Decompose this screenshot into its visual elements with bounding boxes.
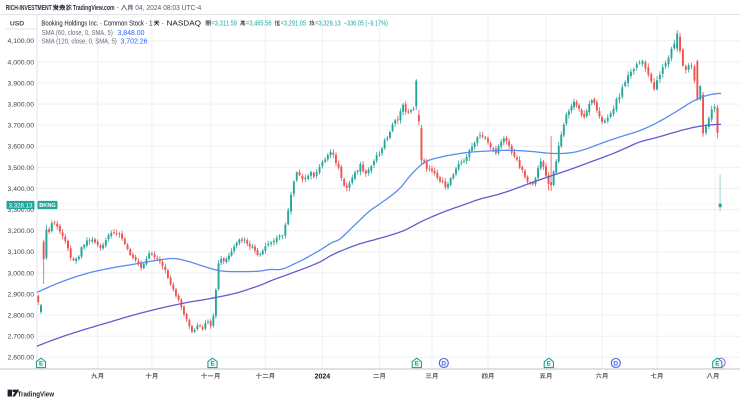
svg-text:−336.05 (−9.17%): −336.05 (−9.17%) xyxy=(344,20,388,27)
svg-text:3,328.13: 3,328.13 xyxy=(9,202,33,209)
svg-text:SMA (120, close, 0, SMA, 5): SMA (120, close, 0, SMA, 5) xyxy=(42,38,117,45)
svg-text:4,100.00: 4,100.00 xyxy=(8,38,35,45)
svg-text:3,500.00: 3,500.00 xyxy=(8,165,35,172)
svg-text:SMA (60, close, 0, SMA, 5): SMA (60, close, 0, SMA, 5) xyxy=(42,30,113,37)
svg-text:RICH-INVESTMENT: RICH-INVESTMENT xyxy=(6,5,53,12)
svg-text:3,100.00: 3,100.00 xyxy=(8,249,35,256)
svg-text:2,600.00: 2,600.00 xyxy=(8,355,35,362)
svg-text:3,848.00: 3,848.00 xyxy=(118,30,145,37)
svg-text:3,600.00: 3,600.00 xyxy=(8,144,35,151)
svg-text:2,900.00: 2,900.00 xyxy=(8,291,35,298)
svg-text:3,400.00: 3,400.00 xyxy=(8,186,35,193)
svg-text:4,000.00: 4,000.00 xyxy=(8,59,35,66)
svg-text:3,800.00: 3,800.00 xyxy=(8,102,35,109)
svg-text:04, 2024 08:03 UTC-4: 04, 2024 08:03 UTC-4 xyxy=(135,5,201,12)
svg-text:3,300.00: 3,300.00 xyxy=(8,207,35,214)
svg-text:3,702.26: 3,702.26 xyxy=(121,38,148,45)
svg-text:=3,311.59: =3,311.59 xyxy=(211,20,237,27)
svg-text:3,900.00: 3,900.00 xyxy=(8,80,35,87)
svg-text:3,200.00: 3,200.00 xyxy=(8,228,35,235)
svg-text:3,000.00: 3,000.00 xyxy=(8,270,35,277)
svg-text:2,800.00: 2,800.00 xyxy=(8,313,35,320)
svg-text:TradingView.com: TradingView.com xyxy=(73,5,115,12)
svg-text:BKNG: BKNG xyxy=(39,203,55,209)
svg-text:2024: 2024 xyxy=(315,373,331,380)
svg-text:TradingView: TradingView xyxy=(18,389,55,398)
svg-text:=3,465.56: =3,465.56 xyxy=(246,20,272,27)
svg-text:=3,328.13: =3,328.13 xyxy=(315,20,341,27)
svg-text:3,700.00: 3,700.00 xyxy=(8,123,35,130)
svg-text:-: - xyxy=(117,5,120,12)
svg-text:=3,291.05: =3,291.05 xyxy=(281,20,307,27)
svg-text:USD: USD xyxy=(10,20,24,27)
svg-text:· NASDAQ: · NASDAQ xyxy=(162,20,202,27)
svg-text:2,700.00: 2,700.00 xyxy=(8,334,35,341)
svg-text:Booking Holdings Inc. · Common: Booking Holdings Inc. · Common Stock · 1 xyxy=(41,20,152,27)
